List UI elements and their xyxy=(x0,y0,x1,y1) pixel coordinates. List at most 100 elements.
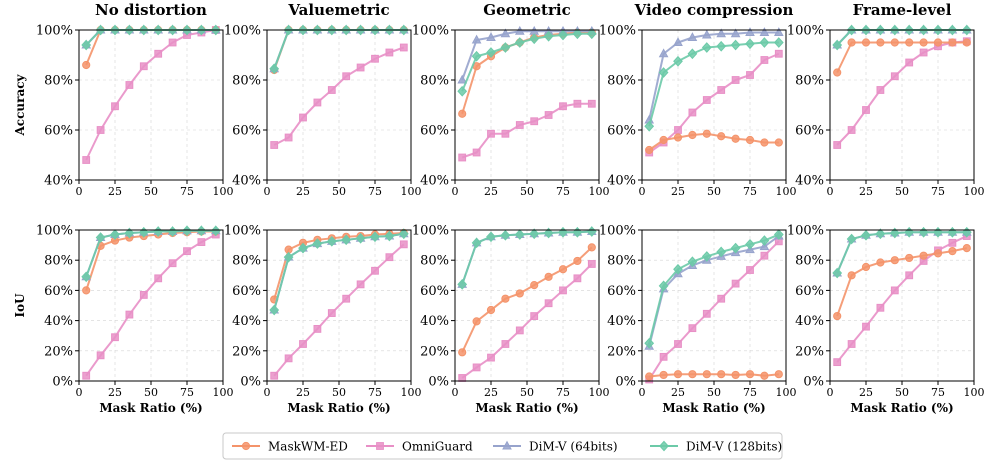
iou-video-compression-dim-v-128bits-line xyxy=(648,233,780,344)
accuracy-geometric-frame xyxy=(454,29,600,181)
iou-video-compression-xlabel: Mask Ratio (%) xyxy=(662,401,765,415)
accuracy-valuemetric-omniguard-point xyxy=(342,72,351,81)
legend: MaskWM-ED OmniGuard DiM-V (64bits) DiM-V (1… xyxy=(222,432,783,460)
iou-video-compression-omniguard-point xyxy=(760,251,769,260)
accuracy-valuemetric-omniguard-point xyxy=(385,48,394,57)
iou-video-compression-omniguard-point xyxy=(688,324,697,333)
accuracy-video-compression-dim-v-64bits-line xyxy=(648,31,779,121)
accuracy-video-compression-dim-v-128bits-point xyxy=(658,67,669,78)
accuracy-video-compression-ytick-label: 40% xyxy=(607,174,636,189)
accuracy-geometric-dim-v-128bits-point xyxy=(586,28,597,40)
accuracy-no-distortion-omniguard-point xyxy=(154,49,163,58)
iou-valuemetric-omniguard-point xyxy=(342,294,351,303)
iou-geometric-omniguard-point xyxy=(559,286,567,295)
accuracy-video-compression-dim-v-64bits-point xyxy=(701,29,712,39)
accuracy-geometric-dim-v-128bits-point xyxy=(529,33,540,45)
accuracy-video-compression-omniguard-point xyxy=(688,108,697,117)
iou-no-distortion-ytick-label: 0% xyxy=(52,375,73,390)
iou-video-compression-maskwm-ed-point xyxy=(717,370,726,379)
iou-geometric-maskwm-ed-point xyxy=(587,243,596,252)
iou-valuemetric-ytick-label: 100% xyxy=(224,224,261,239)
iou-frame-level-xtick-label: 50 xyxy=(895,386,909,399)
legend-marker-dim-v-64bits xyxy=(502,440,512,450)
accuracy-video-compression-maskwm-ed-point xyxy=(688,130,697,140)
accuracy-video-compression-maskwm-ed-line xyxy=(648,132,779,151)
iou-geometric-dim-v-128bits-point xyxy=(514,229,525,240)
iou-geometric-omniguard-point xyxy=(530,312,539,320)
accuracy-valuemetric-ytick-label: 100% xyxy=(224,24,261,39)
iou-video-compression-omniguard-point xyxy=(702,309,711,318)
iou-frame-level-dim-v-128bits-point xyxy=(961,226,972,238)
iou-no-distortion-maskwm-ed-point xyxy=(82,286,91,295)
iou-geometric-ytick-label: 100% xyxy=(412,224,449,239)
iou-row-label: IoU xyxy=(13,293,27,318)
accuracy-geometric-omniguard-point xyxy=(458,153,467,162)
iou-valuemetric-dim-v-128bits-point xyxy=(326,235,337,247)
iou-geometric-xtick-label: 50 xyxy=(520,386,534,399)
accuracy-geometric-maskwm-ed-point xyxy=(458,109,467,118)
accuracy-valuemetric-omniguard-point xyxy=(371,54,379,63)
iou-video-compression-dim-v-128bits-point xyxy=(658,280,669,292)
accuracy-valuemetric-xtick-label: 25 xyxy=(296,185,310,198)
accuracy-frame-level-ytick-label: 60% xyxy=(795,124,824,139)
accuracy-video-compression-omniguard-point xyxy=(760,56,769,64)
legend-item-omniguard: OmniGuard xyxy=(366,440,473,454)
iou-geometric-xtick-label: 0 xyxy=(452,386,459,399)
iou-geometric-panel: 0% 20% 40% 60% 80% 100% 0 25 50 75 100 xyxy=(412,224,610,400)
iou-valuemetric-omniguard-line xyxy=(273,243,405,377)
accuracy-frame-level-maskwm-ed-point xyxy=(919,38,928,47)
accuracy-geometric-dim-v-64bits-point xyxy=(457,74,468,84)
panel-title-geometric: Geometric xyxy=(483,1,570,19)
accuracy-video-compression-maskwm-ed-point xyxy=(774,138,783,147)
iou-frame-level-maskwm-ed-point xyxy=(861,262,871,272)
iou-video-compression-ytick-label: 40% xyxy=(607,314,636,329)
iou-no-distortion-xtick-label: 25 xyxy=(108,386,122,399)
iou-geometric-dim-v-128bits-point xyxy=(471,237,482,249)
accuracy-geometric-dim-v-128bits-point xyxy=(471,50,482,62)
iou-video-compression-dim-v-128bits-point xyxy=(644,337,655,349)
iou-no-distortion-omniguard-point xyxy=(125,310,134,319)
accuracy-video-compression-dim-v-64bits-point xyxy=(716,28,727,38)
accuracy-frame-level-frame xyxy=(829,29,975,181)
iou-video-compression-ytick-label: 20% xyxy=(607,344,636,359)
iou-video-compression-ytick-label: 60% xyxy=(607,284,636,299)
iou-no-distortion-frame xyxy=(78,229,224,382)
iou-geometric-dim-v-128bits-point xyxy=(543,227,554,239)
accuracy-geometric-xtick-label: 50 xyxy=(520,185,534,198)
iou-video-compression-maskwm-ed-line xyxy=(649,373,779,378)
iou-no-distortion-omniguard-point xyxy=(139,291,148,299)
iou-geometric-xtick-label: 75 xyxy=(556,386,570,399)
accuracy-video-compression-dim-v-128bits-point xyxy=(716,40,727,52)
accuracy-geometric-dim-v-128bits-point xyxy=(572,28,583,40)
iou-frame-level-ytick-label: 100% xyxy=(787,224,824,239)
accuracy-geometric-dim-v-128bits-point xyxy=(558,29,568,41)
accuracy-valuemetric-omniguard-line xyxy=(273,46,405,146)
accuracy-no-distortion-omniguard-point xyxy=(139,62,148,71)
legend-label-maskwm-ed: MaskWM-ED xyxy=(268,440,348,454)
iou-no-distortion-dim-v-128bits-line xyxy=(85,229,216,278)
iou-geometric-maskwm-ed-line xyxy=(461,246,593,353)
accuracy-frame-level-maskwm-ed-point xyxy=(933,38,943,47)
accuracy-video-compression-ytick-label: 60% xyxy=(607,124,636,139)
accuracy-video-compression-maskwm-ed-point xyxy=(645,145,654,155)
accuracy-valuemetric-omniguard-point xyxy=(399,43,408,52)
iou-video-compression-dim-v-128bits-point xyxy=(745,239,755,250)
iou-valuemetric-xtick-label: 25 xyxy=(296,386,310,399)
iou-geometric-maskwm-ed-point xyxy=(544,272,553,281)
iou-no-distortion-ytick-label: 40% xyxy=(44,314,73,329)
accuracy-no-distortion-xtick-label: 0 xyxy=(76,185,83,198)
iou-geometric-dim-v-128bits-line xyxy=(461,230,592,285)
iou-video-compression-maskwm-ed-point xyxy=(760,371,769,380)
iou-frame-level-maskwm-ed-point xyxy=(962,244,971,253)
accuracy-frame-level-omniguard-point xyxy=(890,72,899,81)
legend-item-dim-v-64bits: DiM-V (64bits) xyxy=(493,440,618,454)
iou-valuemetric-dim-v-128bits-point xyxy=(283,251,294,263)
iou-geometric-maskwm-ed-point xyxy=(530,281,539,290)
accuracy-valuemetric-omniguard-point xyxy=(284,133,293,142)
iou-video-compression-xtick-label: 75 xyxy=(743,386,757,399)
iou-geometric-omniguard-line xyxy=(461,263,593,379)
iou-valuemetric-omniguard-point xyxy=(356,280,365,289)
iou-valuemetric-omniguard-point xyxy=(284,354,293,363)
iou-video-compression-dim-v-128bits-point xyxy=(701,251,712,262)
iou-geometric-omniguard-point xyxy=(544,299,553,308)
